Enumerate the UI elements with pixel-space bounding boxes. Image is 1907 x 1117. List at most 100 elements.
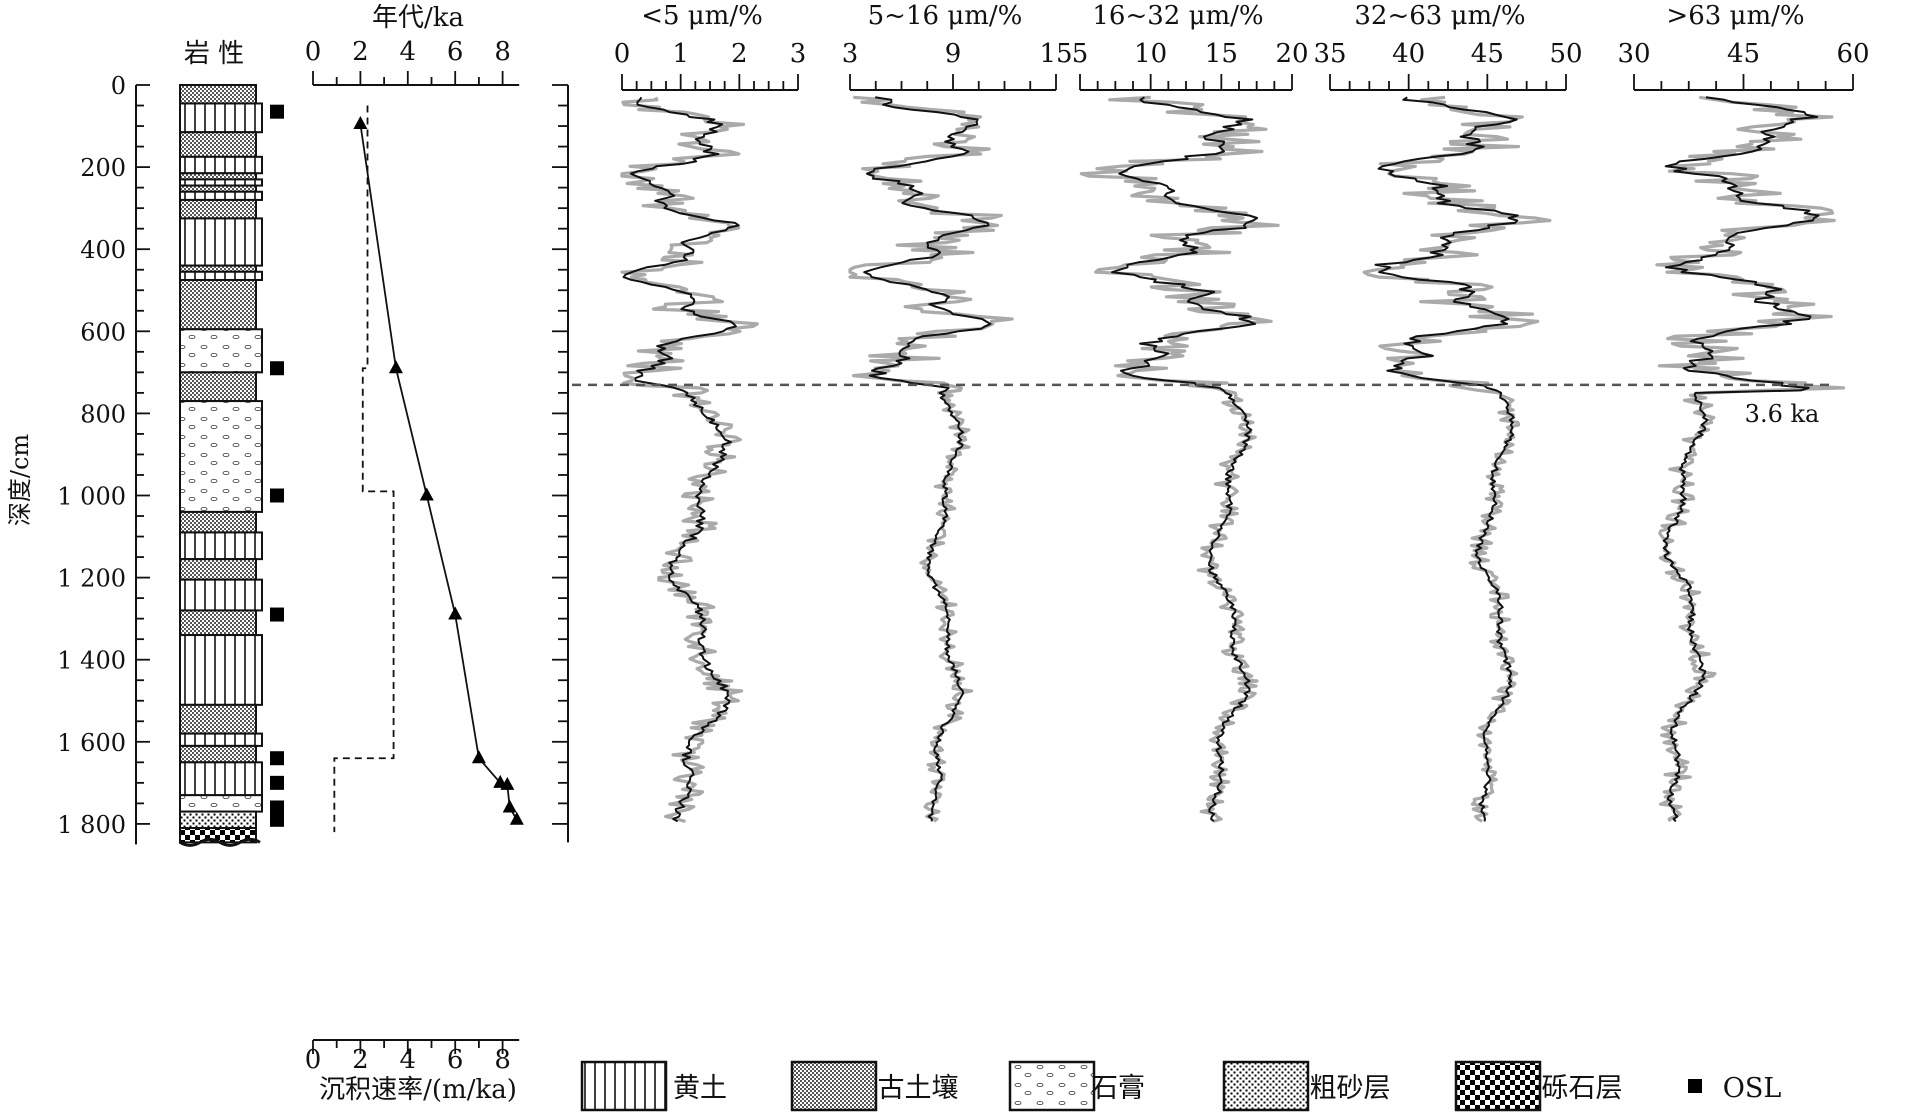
lithology-layer [179,217,263,267]
legend-swatch [1454,1060,1542,1112]
lithology-layer [179,400,263,513]
grain-axis-tick-label: 30 [1617,39,1650,69]
sedimentation-axis-title: 沉积速率/(m/ka) [319,1075,517,1105]
grain-series-title: 32~63 μm/% [1354,1,1525,31]
legend-item: 黄土 [580,1060,727,1112]
lithology-layer [179,198,257,220]
grain-series-smooth-line [863,96,992,822]
age-axis-title: 年代/ka [372,3,464,33]
depth-tick-strip [552,84,569,843]
grain-series-smooth-line [622,96,740,823]
rate-tick-label: 4 [400,1045,417,1075]
grain-axis-tick-label: 1 [672,39,689,69]
lithology-column [179,84,263,847]
age-point [500,776,515,790]
age-tick-label: 6 [447,37,464,67]
depth-tick-label: 1 600 [57,729,126,757]
depth-tick-label: 0 [111,72,126,100]
lithology-layer [179,634,263,706]
depth-tick-label: 1 800 [57,811,126,839]
depth-tick-label: 1 000 [57,483,126,511]
grain-axis-tick-label: 5 [1072,39,1089,69]
grain-axis-tick-label: 50 [1549,39,1582,69]
legend-label: 黄土 [673,1073,727,1104]
sedimentation-rate-line [333,105,395,833]
age-depth-line [359,123,518,821]
lithology-layer [179,84,257,105]
grain-series-title: 16~32 μm/% [1092,1,1263,31]
legend-item: 砾石层 [1454,1060,1623,1112]
grain-axis-tick-label: 45 [1471,39,1504,69]
lithology-layer [179,810,257,830]
grain-size-panel: 35 40 45 50 32~63 μm/% [1313,1,1583,823]
grain-axis-tick-label: 40 [1392,39,1425,69]
grain-series-smooth-line [1662,96,1820,823]
lithology-layer [179,703,257,735]
osl-marker [270,488,284,503]
legend-swatch [1688,1079,1702,1093]
depth-tick-label: 600 [80,318,126,346]
legend-swatch [1222,1060,1310,1112]
lithology-layer [179,190,263,201]
grain-series-raw-line [848,95,1014,823]
lithology-title: 岩 性 [184,39,244,69]
grain-series-raw-line [620,96,759,823]
grain-axis-tick-label: 0 [614,39,631,69]
lithology-layer [179,794,263,813]
grain-axis-tick-label: 35 [1313,39,1346,69]
grain-axis-tick-label: 2 [731,39,748,69]
grain-size-panels: 0 1 2 3 <5 μm/% 3 9 15 5~16 μm/% 5 10 15 20 16~32 μm/… [614,1,1870,823]
grain-axis-tick-label: 10 [1134,39,1167,69]
legend-label: 粗砂层 [1310,1073,1391,1104]
legend-item: 石膏 [1008,1060,1145,1112]
age-point [502,799,517,813]
depth-tick-label: 800 [80,400,126,428]
age-tick-label: 4 [400,37,417,67]
age-tick-label: 2 [352,37,369,67]
rate-tick-label: 0 [305,1045,322,1075]
age-point [509,811,524,825]
grain-axis-tick-label: 15 [1205,39,1238,69]
grain-axis-tick-label: 3 [842,39,859,69]
lithology-layer [179,761,263,797]
grain-axis-tick-label: 15 [1039,39,1072,69]
legend-item: 古土壤 [790,1060,959,1112]
lithology-layer [179,102,263,134]
osl-marker [270,775,284,790]
depth-tick-label: 1 200 [57,565,126,593]
grain-series-title: <5 μm/% [641,1,763,31]
grain-size-panel: 0 1 2 3 <5 μm/% [614,1,806,823]
grain-series-smooth-line [1111,96,1259,823]
grain-series-raw-line [1079,95,1280,823]
age-tick-label: 0 [305,37,322,67]
lithology-layer [179,609,257,637]
legend-item: 粗砂层 [1222,1060,1391,1112]
boundary-label: 3.6 ka [1745,400,1820,428]
age-point [388,360,403,374]
legend: 黄土 古土壤 石膏 粗砂层 砾石层 OSL [580,1060,1782,1112]
legend-label: 砾石层 [1542,1073,1623,1104]
lithology-layer [179,732,263,747]
osl-marker [270,751,284,766]
grain-axis-tick-label: 45 [1727,39,1760,69]
lithology-layer [179,744,257,764]
legend-swatch [580,1060,668,1112]
lithology-layer [179,558,257,581]
lithology-layer [179,510,257,534]
depth-axis-label: 深度/cm [6,434,34,527]
osl-marker [270,607,284,622]
age-tick-label: 8 [494,37,511,67]
depth-tick-label: 400 [80,236,126,264]
rate-tick-label: 6 [447,1045,464,1075]
osl-marker [270,361,284,376]
age-point [353,115,368,129]
lithology-bottom-edge [179,837,261,847]
legend-label: OSL [1723,1073,1782,1104]
age-point [471,750,486,764]
lithology-layer [179,155,263,175]
grain-series-title: >63 μm/% [1666,1,1804,31]
osl-marker [270,800,284,815]
grain-axis-tick-label: 20 [1275,39,1308,69]
age-point [448,606,463,620]
grain-size-panel: 5 10 15 20 16~32 μm/% [1072,1,1309,823]
